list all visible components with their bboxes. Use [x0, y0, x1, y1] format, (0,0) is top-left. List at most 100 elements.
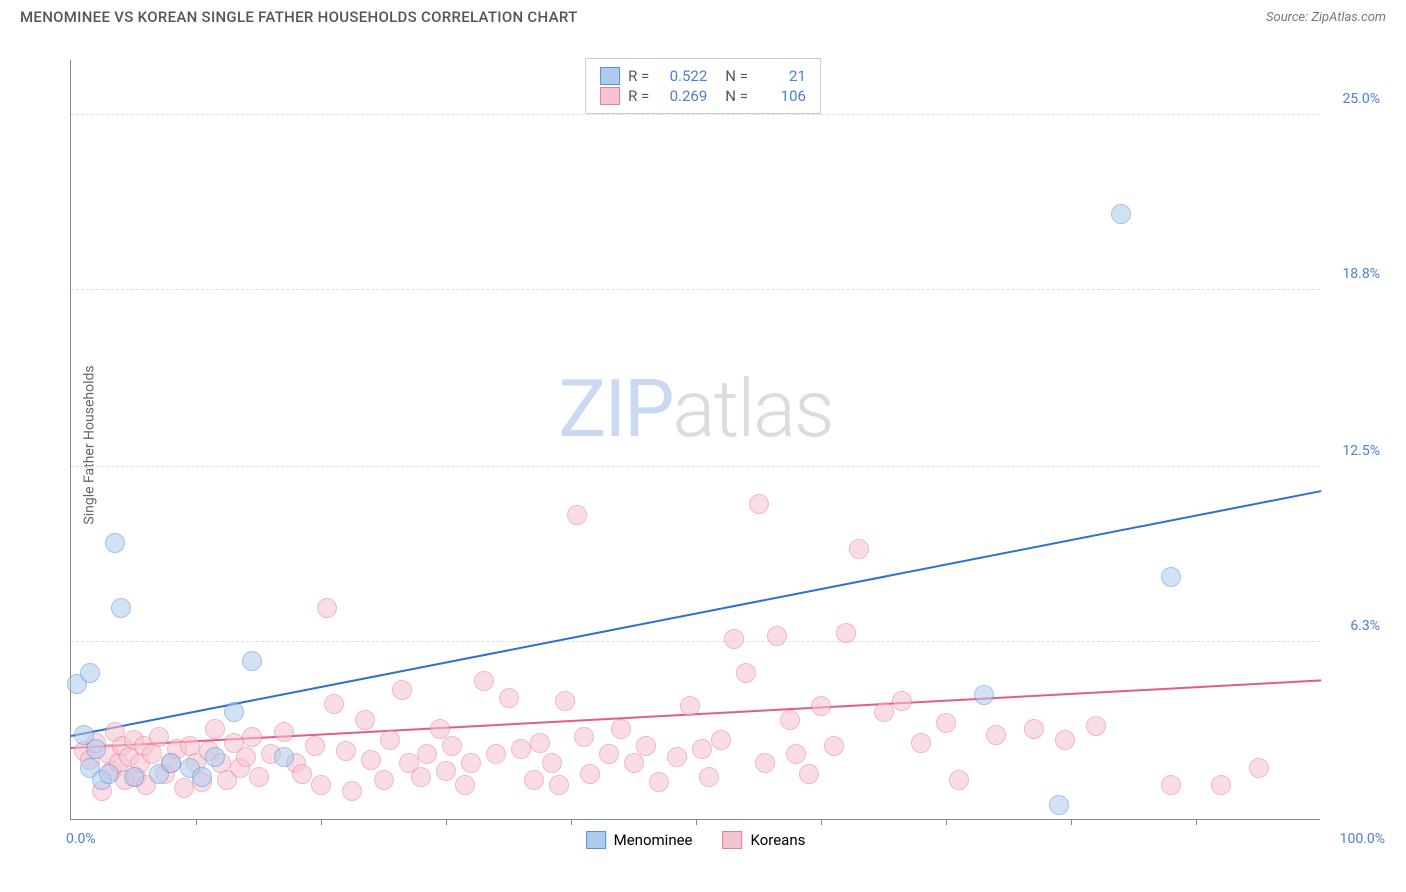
- scatter-point: [205, 719, 225, 739]
- scatter-point: [636, 736, 656, 756]
- bottom-legend-item: Menominee: [586, 831, 693, 849]
- scatter-point: [361, 750, 381, 770]
- scatter-point: [455, 775, 475, 795]
- scatter-point: [442, 736, 462, 756]
- scatter-point: [849, 539, 869, 559]
- scatter-point: [1161, 775, 1181, 795]
- r-label: R =: [628, 67, 649, 85]
- scatter-point: [824, 736, 844, 756]
- scatter-point: [892, 691, 912, 711]
- scatter-point: [599, 744, 619, 764]
- scatter-point: [161, 753, 181, 773]
- scatter-point: [317, 598, 337, 618]
- scatter-point: [936, 713, 956, 733]
- scatter-point: [749, 494, 769, 514]
- correlation-legend-box: R =0.522N =21R =0.269N =106: [585, 58, 821, 114]
- scatter-point: [274, 722, 294, 742]
- n-value: 21: [756, 67, 806, 85]
- scatter-point: [1055, 730, 1075, 750]
- scatter-point: [1111, 204, 1131, 224]
- scatter-point: [580, 764, 600, 784]
- scatter-point: [692, 739, 712, 759]
- scatter-point: [667, 747, 687, 767]
- legend-swatch: [586, 831, 606, 849]
- scatter-point: [949, 770, 969, 790]
- scatter-point: [1161, 567, 1181, 587]
- x-tick: [821, 819, 822, 825]
- scatter-point: [1249, 758, 1269, 778]
- scatter-point: [649, 772, 669, 792]
- scatter-point: [149, 727, 169, 747]
- scatter-point: [392, 680, 412, 700]
- scatter-point: [86, 739, 106, 759]
- legend-swatch: [600, 87, 620, 105]
- scatter-point: [1211, 775, 1231, 795]
- scatter-point: [874, 702, 894, 722]
- scatter-point: [574, 727, 594, 747]
- scatter-point: [499, 688, 519, 708]
- legend-label: Koreans: [751, 831, 806, 849]
- scatter-point: [99, 764, 119, 784]
- n-label: N =: [725, 67, 748, 85]
- y-tick-label: 12.5%: [1325, 443, 1380, 459]
- y-tick-label: 6.3%: [1325, 618, 1380, 634]
- scatter-point: [549, 775, 569, 795]
- scatter-point: [699, 767, 719, 787]
- scatter-point: [461, 753, 481, 773]
- scatter-point: [524, 770, 544, 790]
- scatter-point: [205, 747, 225, 767]
- n-value: 106: [756, 87, 806, 105]
- legend-swatch: [723, 831, 743, 849]
- chart-header: MENOMINEE VS KOREAN SINGLE FATHER HOUSEH…: [0, 0, 1406, 30]
- scatter-point: [80, 663, 100, 683]
- scatter-point: [380, 730, 400, 750]
- bottom-legend-item: Koreans: [723, 831, 806, 849]
- x-tick: [321, 819, 322, 825]
- scatter-point: [374, 770, 394, 790]
- r-value: 0.522: [657, 67, 707, 85]
- scatter-point: [611, 719, 631, 739]
- scatter-point: [786, 744, 806, 764]
- scatter-point: [336, 741, 356, 761]
- gridline: [71, 289, 1320, 290]
- r-label: R =: [628, 87, 649, 105]
- x-tick: [1196, 819, 1197, 825]
- scatter-point: [986, 725, 1006, 745]
- legend-row: R = 0.522 N = 21: [600, 67, 806, 85]
- scatter-point: [811, 696, 831, 716]
- scatter-point: [411, 767, 431, 787]
- scatter-point: [542, 753, 562, 773]
- scatter-point: [249, 767, 269, 787]
- scatter-point: [799, 764, 819, 784]
- scatter-point: [274, 747, 294, 767]
- scatter-point: [724, 629, 744, 649]
- x-max-label: 100.0%: [1340, 831, 1385, 847]
- scatter-point: [124, 767, 144, 787]
- chart-source: Source: ZipAtlas.com: [1266, 10, 1386, 25]
- x-tick: [196, 819, 197, 825]
- scatter-point: [305, 736, 325, 756]
- bottom-legend: Menominee Koreans: [586, 831, 806, 849]
- scatter-point: [767, 626, 787, 646]
- scatter-point: [680, 696, 700, 716]
- scatter-point: [111, 598, 131, 618]
- scatter-point: [530, 733, 550, 753]
- y-tick-label: 25.0%: [1325, 91, 1380, 107]
- r-value: 0.269: [657, 87, 707, 105]
- x-tick: [571, 819, 572, 825]
- chart-area: Single Father Households ZIPatlas 0.0% 1…: [20, 30, 1386, 860]
- watermark-atlas: atlas: [673, 362, 833, 456]
- scatter-point: [311, 775, 331, 795]
- scatter-point: [711, 730, 731, 750]
- scatter-point: [1086, 716, 1106, 736]
- scatter-point: [324, 694, 344, 714]
- scatter-point: [192, 767, 212, 787]
- scatter-point: [474, 671, 494, 691]
- legend-label: Menominee: [614, 831, 693, 849]
- scatter-point: [242, 651, 262, 671]
- watermark: ZIPatlas: [558, 362, 832, 456]
- scatter-point: [242, 727, 262, 747]
- scatter-point: [355, 710, 375, 730]
- y-tick-label: 18.8%: [1325, 266, 1380, 282]
- scatter-point: [486, 744, 506, 764]
